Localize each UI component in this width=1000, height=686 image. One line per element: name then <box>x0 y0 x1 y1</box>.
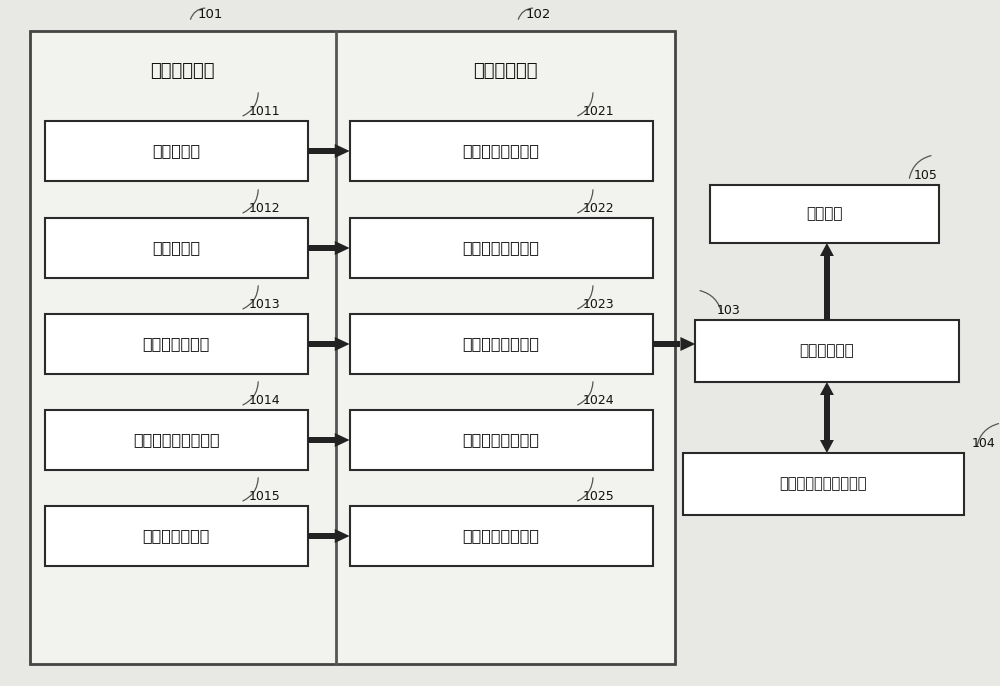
Text: 1015: 1015 <box>248 490 280 503</box>
Polygon shape <box>680 337 695 351</box>
Text: 1012: 1012 <box>248 202 280 215</box>
Text: 1024: 1024 <box>583 394 615 407</box>
Bar <box>350 506 653 566</box>
Bar <box>308 437 335 443</box>
Text: 氧气浓度传感器: 氧气浓度传感器 <box>143 337 210 351</box>
Bar <box>710 185 939 243</box>
Text: 第四信号调理电路: 第四信号调理电路 <box>463 432 540 447</box>
Text: 1014: 1014 <box>248 394 280 407</box>
Text: 乙烯浓度传感器: 乙烯浓度传感器 <box>143 528 210 543</box>
Text: 二氧化碳浓度传感器: 二氧化碳浓度传感器 <box>133 432 220 447</box>
Bar <box>308 245 335 251</box>
Text: 第三信号调理电路: 第三信号调理电路 <box>463 337 540 351</box>
Polygon shape <box>335 241 350 255</box>
Bar <box>45 506 308 566</box>
Bar <box>45 410 308 470</box>
Bar <box>824 395 830 440</box>
Polygon shape <box>335 144 350 158</box>
Bar <box>350 121 653 181</box>
Text: 1023: 1023 <box>583 298 615 311</box>
Bar <box>308 147 335 154</box>
Text: 105: 105 <box>914 169 938 182</box>
Text: 1013: 1013 <box>248 298 280 311</box>
Text: 温度传感器: 温度传感器 <box>152 143 200 158</box>
Bar <box>824 256 830 320</box>
Text: 微处理器模块: 微处理器模块 <box>800 344 854 359</box>
Text: 1011: 1011 <box>248 105 280 118</box>
Text: 104: 104 <box>971 437 995 450</box>
Bar <box>308 533 335 539</box>
Text: 湿度传感器: 湿度传感器 <box>152 241 200 255</box>
Text: 第五信号调理电路: 第五信号调理电路 <box>463 528 540 543</box>
Text: 1022: 1022 <box>583 202 615 215</box>
Bar <box>683 453 964 515</box>
Text: 101: 101 <box>198 8 223 21</box>
Bar <box>350 314 653 374</box>
Text: 第一信号调理电路: 第一信号调理电路 <box>463 143 540 158</box>
Bar <box>45 121 308 181</box>
Text: 103: 103 <box>717 304 741 317</box>
Bar <box>350 410 653 470</box>
Text: 第二信号调理电路: 第二信号调理电路 <box>463 241 540 255</box>
Polygon shape <box>820 440 834 453</box>
Polygon shape <box>820 243 834 256</box>
Bar <box>350 218 653 278</box>
Polygon shape <box>335 337 350 351</box>
Bar <box>45 218 308 278</box>
Bar <box>653 341 680 347</box>
Text: 1021: 1021 <box>583 105 615 118</box>
Bar <box>45 314 308 374</box>
Text: 信号处理模块: 信号处理模块 <box>473 62 538 80</box>
Text: 1025: 1025 <box>583 490 615 503</box>
Bar <box>695 320 959 382</box>
Bar <box>30 31 675 664</box>
Bar <box>308 341 335 347</box>
Text: 显示模块: 显示模块 <box>806 206 843 222</box>
Polygon shape <box>335 529 350 543</box>
Text: 水果新鲜度信息数据库: 水果新鲜度信息数据库 <box>780 477 867 491</box>
Polygon shape <box>820 382 834 395</box>
Text: 信号采集模块: 信号采集模块 <box>151 62 215 80</box>
Text: 102: 102 <box>525 8 551 21</box>
Polygon shape <box>335 433 350 447</box>
